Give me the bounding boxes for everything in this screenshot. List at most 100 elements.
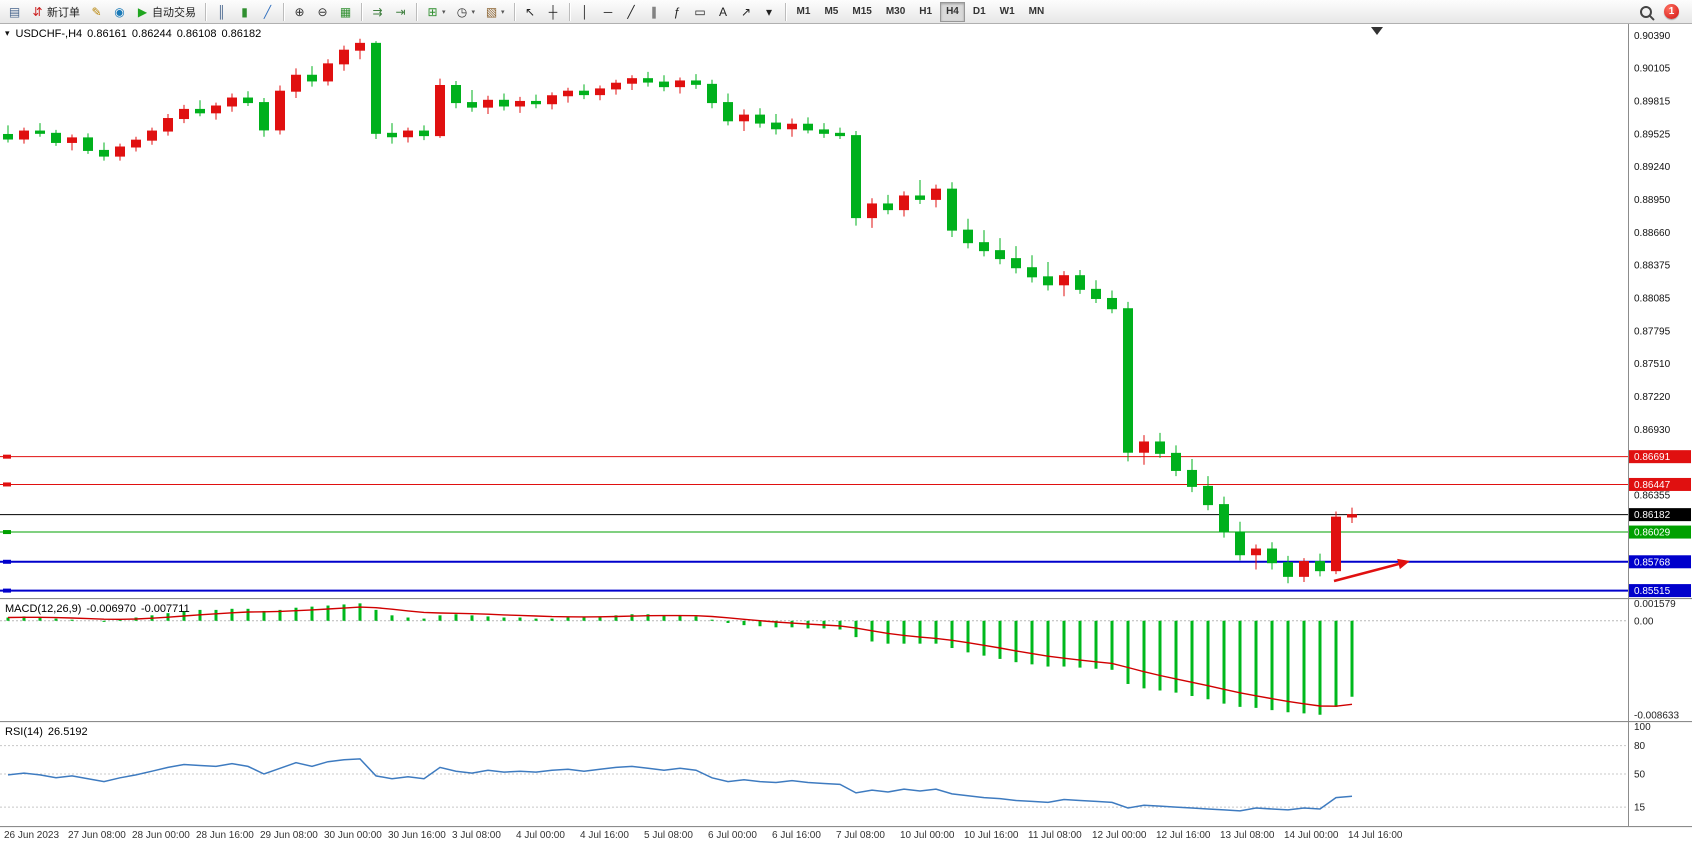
toolbar-separator: [784, 2, 786, 21]
fibonacci-icon: ƒ: [673, 4, 681, 19]
chart-shift-button[interactable]: ⇥: [390, 1, 411, 23]
macd-scale: 0.001579 0.00 -0.008633: [1634, 599, 1679, 721]
svg-text:0.88660: 0.88660: [1634, 228, 1671, 239]
timeframe-w1[interactable]: W1: [999, 6, 1015, 17]
horizontal-line-button[interactable]: ─: [598, 1, 619, 23]
trendline-button[interactable]: ╱: [621, 1, 642, 23]
cursor-button[interactable]: ↖: [520, 1, 541, 23]
crosshair-button[interactable]: ┼: [543, 1, 564, 23]
channel-button[interactable]: ∥: [644, 1, 665, 23]
trendline-icon: ╱: [627, 4, 635, 19]
annotation-arrow[interactable]: [1333, 558, 1410, 583]
svg-text:12 Jul 00:00: 12 Jul 00:00: [1092, 830, 1147, 841]
metaeditor-button[interactable]: ✎: [86, 1, 107, 23]
svg-text:27 Jun 08:00: 27 Jun 08:00: [68, 830, 126, 841]
chart-candles-icon: ▮: [241, 4, 248, 19]
chart-canvas[interactable]: 0.90390 0.90105 0.89815 0.89525 0.89240 0.889…: [0, 24, 1692, 849]
autotrade-button[interactable]: ▶ 自动交易: [132, 1, 200, 23]
svg-text:0.87510: 0.87510: [1634, 359, 1671, 370]
svg-text:30 Jun 00:00: 30 Jun 00:00: [324, 830, 382, 841]
timeframe-h4[interactable]: H4: [940, 1, 965, 22]
templates-button[interactable]: ▧ ▾: [481, 1, 509, 23]
tile-windows-icon: ▦: [339, 4, 352, 19]
community-button[interactable]: ◉: [109, 1, 130, 23]
periods-button[interactable]: ◷ ▾: [452, 1, 480, 23]
svg-text:0.90105: 0.90105: [1634, 63, 1671, 74]
new-order-icon: ⇵: [32, 4, 43, 19]
new-order-button[interactable]: ⇵ 新订单: [27, 1, 84, 23]
fibonacci-button[interactable]: ƒ: [667, 1, 688, 23]
chart-area[interactable]: 0.90390 0.90105 0.89815 0.89525 0.89240 0.889…: [0, 24, 1692, 849]
search-icon[interactable]: [1640, 5, 1652, 18]
svg-text:5 Jul 08:00: 5 Jul 08:00: [644, 830, 693, 841]
svg-text:15: 15: [1634, 803, 1646, 814]
chart-shift-marker[interactable]: [1371, 27, 1383, 35]
timeframe-m15[interactable]: M15: [852, 6, 872, 17]
arrows-button[interactable]: ↗: [736, 1, 757, 23]
hline-0.86447[interactable]: [0, 482, 1628, 487]
macd-signal-line: [7, 606, 1353, 707]
timeframe-mn[interactable]: MN: [1028, 6, 1045, 17]
svg-text:6 Jul 16:00: 6 Jul 16:00: [772, 830, 821, 841]
price-axis: 0.90390 0.90105 0.89815 0.89525 0.89240 0.889…: [1634, 31, 1671, 502]
hline-0.86029[interactable]: [0, 530, 1628, 535]
horizontal-line-icon: ─: [603, 4, 613, 19]
autotrade-button-label: 自动交易: [152, 6, 196, 19]
svg-text:30 Jun 16:00: 30 Jun 16:00: [388, 830, 446, 841]
zoom-in-button[interactable]: ⊕: [289, 1, 310, 23]
text-button[interactable]: A: [713, 1, 734, 23]
chart-bars-button[interactable]: ║: [211, 1, 232, 23]
svg-text:11 Jul 08:00: 11 Jul 08:00: [1028, 830, 1082, 841]
zoom-out-button[interactable]: ⊖: [312, 1, 333, 23]
time-axis: 26 Jun 2023 27 Jun 08:00 28 Jun 00:00 28 Ju…: [4, 830, 1403, 841]
new-chart-icon: ▤: [8, 4, 21, 19]
toolbar-separator: [283, 2, 284, 21]
hline-0.85515[interactable]: [0, 588, 1628, 593]
svg-text:10 Jul 16:00: 10 Jul 16:00: [964, 830, 1019, 841]
hline-handle: [3, 454, 11, 459]
hline-handle: [3, 559, 11, 564]
vertical-line-button[interactable]: │: [575, 1, 596, 23]
svg-text:0.89815: 0.89815: [1634, 96, 1671, 107]
svg-text:0.89525: 0.89525: [1634, 129, 1671, 140]
chart-line-button[interactable]: ╱: [257, 1, 278, 23]
svg-text:0.86930: 0.86930: [1634, 425, 1671, 436]
tile-windows-button[interactable]: ▦: [335, 1, 356, 23]
objects-dropdown-icon: ▾: [766, 4, 773, 19]
svg-text:14 Jul 00:00: 14 Jul 00:00: [1284, 830, 1339, 841]
svg-text:0.86182: 0.86182: [1634, 510, 1671, 521]
svg-text:13 Jul 08:00: 13 Jul 08:00: [1220, 830, 1275, 841]
svg-text:0.85515: 0.85515: [1634, 586, 1671, 597]
chart-line-icon: ╱: [263, 4, 272, 19]
chart-candles-button[interactable]: ▮: [234, 1, 255, 23]
svg-text:3 Jul 08:00: 3 Jul 08:00: [452, 830, 501, 841]
community-icon: ◉: [114, 4, 125, 19]
toolbar-separator: [361, 2, 362, 21]
price-tag-0.85515: 0.85515: [1629, 584, 1691, 598]
zoom-out-icon: ⊖: [317, 4, 328, 19]
toolbar-separator: [416, 2, 417, 21]
svg-text:12 Jul 16:00: 12 Jul 16:00: [1156, 830, 1211, 841]
timeframe-m1[interactable]: M1: [796, 6, 811, 17]
svg-text:0.88375: 0.88375: [1634, 260, 1671, 271]
indicators-button[interactable]: ⊞ ▾: [422, 1, 450, 23]
auto-scroll-icon: ⇉: [372, 4, 383, 19]
macd-histogram: [6, 603, 1354, 715]
objects-dropdown[interactable]: ▾: [759, 1, 780, 23]
timeframe-d1[interactable]: D1: [972, 6, 986, 17]
svg-text:0.001579: 0.001579: [1634, 599, 1676, 610]
timeframe-m5[interactable]: M5: [824, 6, 839, 17]
hline-0.86691[interactable]: [0, 454, 1628, 459]
chevron-down-icon: ▾: [501, 8, 505, 16]
hline-0.85768[interactable]: [0, 559, 1628, 564]
notification-badge[interactable]: 1: [1664, 4, 1679, 19]
new-chart-button[interactable]: ▤: [4, 1, 25, 23]
shapes-button[interactable]: ▭: [690, 1, 711, 23]
auto-scroll-button[interactable]: ⇉: [367, 1, 388, 23]
svg-text:26 Jun 2023: 26 Jun 2023: [4, 830, 59, 841]
timeframe-m30[interactable]: M30: [885, 6, 906, 17]
hline-handle: [3, 482, 11, 487]
timeframe-h1[interactable]: H1: [919, 6, 933, 17]
svg-text:0.00: 0.00: [1634, 616, 1654, 627]
